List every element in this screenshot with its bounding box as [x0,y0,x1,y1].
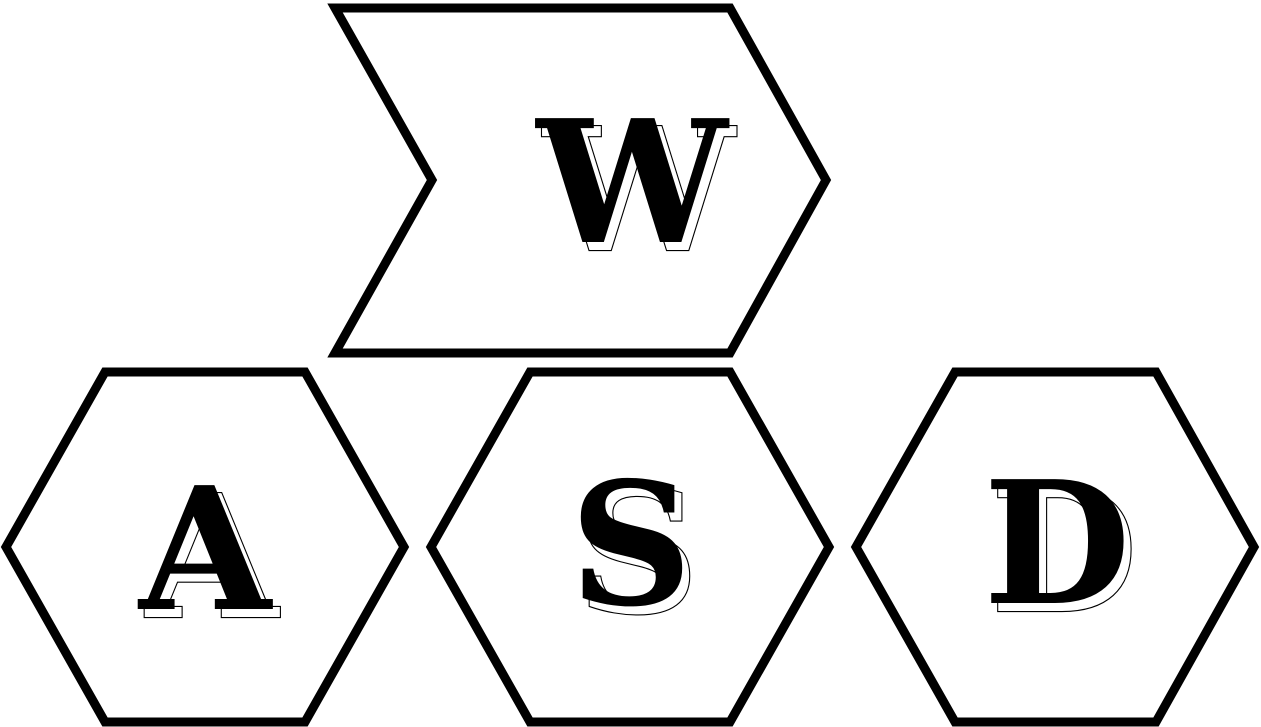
key-d[interactable]: D D [850,367,1260,727]
key-a-shadow: A [144,458,280,658]
key-a-label: A [137,450,273,650]
key-s-shadow: S [577,453,700,653]
hexagon-icon [327,3,832,358]
key-d-label: D [983,444,1130,644]
hexagon-icon [850,367,1260,727]
key-d-shadow: D [990,452,1137,652]
key-w-label: W [535,83,730,283]
key-s-label: S [570,445,693,645]
key-w[interactable]: W W [327,3,832,358]
key-a[interactable]: A A [0,367,410,727]
hexagon-icon [425,367,835,727]
key-s[interactable]: S S [425,367,835,727]
key-w-shadow: W [542,91,737,291]
hexagon-icon [0,367,410,727]
